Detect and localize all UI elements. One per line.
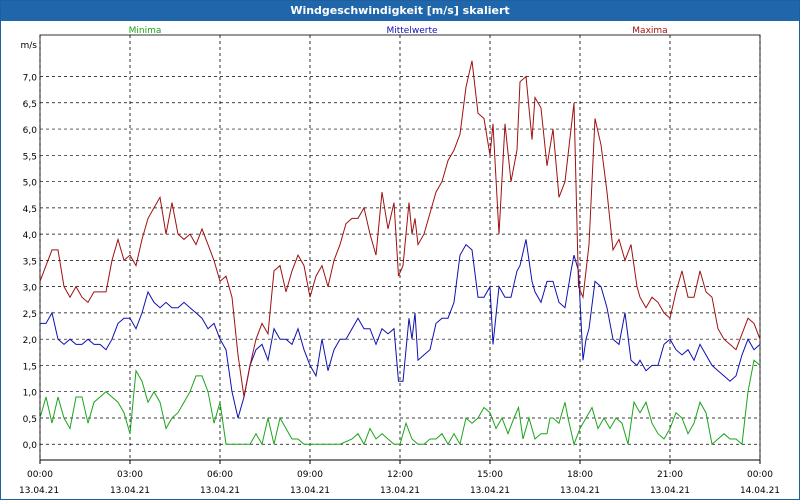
x-tick-date: 13.04.21 xyxy=(110,486,150,496)
x-tick-time: 00:00 xyxy=(747,470,773,480)
x-tick-date: 13.04.21 xyxy=(290,486,330,496)
x-tick-date: 13.04.21 xyxy=(560,486,600,496)
y-tick-label: 3,0 xyxy=(23,284,38,294)
y-tick-label: 1,5 xyxy=(23,362,37,372)
x-tick-time: 06:00 xyxy=(207,470,233,480)
tick-labels: 0,0 0,5 1,0 1,5 2,0 2,5 3,0 3,5 4,0 4,5 5,0 5,5 6,0 6… xyxy=(19,41,780,496)
axes xyxy=(39,34,761,464)
legend: Minima Mittelwerte Maxima xyxy=(129,26,668,36)
x-tick-time: 09:00 xyxy=(297,470,323,480)
series-line-minima xyxy=(39,359,761,446)
window-title: Windgeschwindigkeit [m/s] skaliert xyxy=(1,1,799,21)
x-tick-date: 13.04.21 xyxy=(19,486,59,496)
x-tick-date: 13.04.21 xyxy=(200,486,240,496)
x-tick-time: 12:00 xyxy=(387,470,413,480)
y-tick-label: 6,0 xyxy=(23,126,38,136)
y-tick-label: 1,0 xyxy=(23,389,38,399)
x-tick-date: 13.04.21 xyxy=(650,486,690,496)
legend-mittelwerte: Mittelwerte xyxy=(386,26,437,36)
y-tick-label: 0,5 xyxy=(23,415,37,425)
y-tick-label: 2,0 xyxy=(23,336,38,346)
grid-lines xyxy=(39,35,761,460)
x-tick-date: 13.04.21 xyxy=(470,486,510,496)
legend-minima: Minima xyxy=(129,26,162,36)
y-axis-label: m/s xyxy=(21,41,38,51)
legend-maxima: Maxima xyxy=(632,26,667,36)
y-tick-label: 5,0 xyxy=(23,179,38,189)
y-tick-label: 5,5 xyxy=(23,152,37,162)
x-tick-date: 13.04.21 xyxy=(380,486,420,496)
x-tick-time: 03:00 xyxy=(117,470,143,480)
y-tick-label: 2,5 xyxy=(23,310,37,320)
x-tick-time: 15:00 xyxy=(477,470,503,480)
y-tick-label: 6,5 xyxy=(23,100,37,110)
y-tick-label: 4,5 xyxy=(23,205,37,215)
y-tick-label: 3,5 xyxy=(23,257,37,267)
series-line-mittelwerte xyxy=(40,239,761,419)
y-tick-label: 4,0 xyxy=(23,231,38,241)
series-line-maxima xyxy=(39,60,761,398)
x-tick-time: 21:00 xyxy=(657,470,683,480)
x-tick-time: 18:00 xyxy=(567,470,593,480)
series-lines xyxy=(39,60,761,446)
y-tick-label: 0,0 xyxy=(23,441,38,451)
y-tick-label: 7,0 xyxy=(23,74,38,84)
x-tick-time: 00:00 xyxy=(27,470,53,480)
x-tick-date: 14.04.21 xyxy=(740,486,780,496)
